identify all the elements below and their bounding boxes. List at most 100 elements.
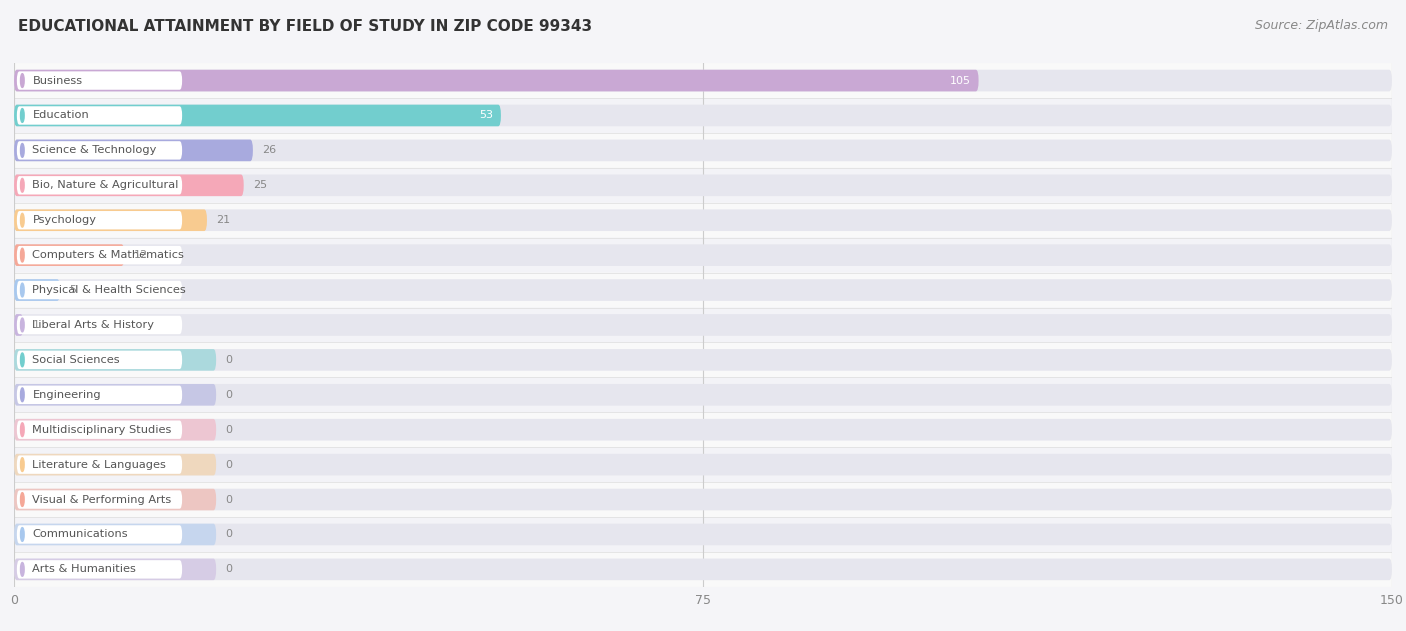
Circle shape xyxy=(21,493,24,507)
FancyBboxPatch shape xyxy=(17,560,183,579)
FancyBboxPatch shape xyxy=(14,454,217,475)
FancyBboxPatch shape xyxy=(14,314,24,336)
FancyBboxPatch shape xyxy=(14,558,1392,580)
Text: 1: 1 xyxy=(32,320,39,330)
FancyBboxPatch shape xyxy=(14,524,217,545)
FancyBboxPatch shape xyxy=(14,244,1392,266)
Circle shape xyxy=(21,528,24,541)
FancyBboxPatch shape xyxy=(14,314,1392,336)
FancyBboxPatch shape xyxy=(17,246,183,264)
FancyBboxPatch shape xyxy=(14,384,217,406)
FancyBboxPatch shape xyxy=(14,244,124,266)
Circle shape xyxy=(21,248,24,262)
FancyBboxPatch shape xyxy=(14,70,1392,91)
FancyBboxPatch shape xyxy=(14,168,1392,203)
FancyBboxPatch shape xyxy=(14,175,1392,196)
FancyBboxPatch shape xyxy=(14,273,1392,307)
FancyBboxPatch shape xyxy=(14,524,1392,545)
FancyBboxPatch shape xyxy=(17,106,183,125)
Text: Visual & Performing Arts: Visual & Performing Arts xyxy=(32,495,172,505)
FancyBboxPatch shape xyxy=(17,141,183,160)
Circle shape xyxy=(21,353,24,367)
Text: Liberal Arts & History: Liberal Arts & History xyxy=(32,320,155,330)
FancyBboxPatch shape xyxy=(14,349,1392,370)
FancyBboxPatch shape xyxy=(17,525,183,544)
FancyBboxPatch shape xyxy=(14,558,217,580)
Text: 26: 26 xyxy=(262,145,276,155)
Text: Bio, Nature & Agricultural: Bio, Nature & Agricultural xyxy=(32,180,179,191)
FancyBboxPatch shape xyxy=(14,517,1392,552)
Circle shape xyxy=(21,213,24,227)
FancyBboxPatch shape xyxy=(14,482,1392,517)
Circle shape xyxy=(21,179,24,192)
FancyBboxPatch shape xyxy=(17,71,183,90)
Text: 12: 12 xyxy=(134,250,148,260)
Circle shape xyxy=(21,423,24,437)
FancyBboxPatch shape xyxy=(14,63,1392,98)
FancyBboxPatch shape xyxy=(14,552,1392,587)
Text: 0: 0 xyxy=(225,459,232,469)
FancyBboxPatch shape xyxy=(14,419,217,440)
FancyBboxPatch shape xyxy=(14,447,1392,482)
Text: Science & Technology: Science & Technology xyxy=(32,145,157,155)
FancyBboxPatch shape xyxy=(17,456,183,474)
FancyBboxPatch shape xyxy=(17,211,183,230)
Text: 21: 21 xyxy=(217,215,231,225)
Text: 0: 0 xyxy=(225,529,232,540)
FancyBboxPatch shape xyxy=(17,490,183,509)
Circle shape xyxy=(21,283,24,297)
FancyBboxPatch shape xyxy=(14,280,60,301)
FancyBboxPatch shape xyxy=(17,386,183,404)
FancyBboxPatch shape xyxy=(14,349,217,370)
FancyBboxPatch shape xyxy=(14,70,979,91)
Circle shape xyxy=(21,457,24,471)
Circle shape xyxy=(21,318,24,332)
FancyBboxPatch shape xyxy=(14,419,1392,440)
FancyBboxPatch shape xyxy=(14,377,1392,412)
Text: Computers & Mathematics: Computers & Mathematics xyxy=(32,250,184,260)
FancyBboxPatch shape xyxy=(14,175,243,196)
Text: Source: ZipAtlas.com: Source: ZipAtlas.com xyxy=(1254,19,1388,32)
Text: Communications: Communications xyxy=(32,529,128,540)
Text: 0: 0 xyxy=(225,495,232,505)
FancyBboxPatch shape xyxy=(14,139,1392,161)
FancyBboxPatch shape xyxy=(14,98,1392,133)
Text: EDUCATIONAL ATTAINMENT BY FIELD OF STUDY IN ZIP CODE 99343: EDUCATIONAL ATTAINMENT BY FIELD OF STUDY… xyxy=(18,19,592,34)
Text: Education: Education xyxy=(32,110,89,121)
Circle shape xyxy=(21,143,24,157)
Text: 53: 53 xyxy=(479,110,494,121)
FancyBboxPatch shape xyxy=(14,209,207,231)
Text: 0: 0 xyxy=(225,355,232,365)
Circle shape xyxy=(21,388,24,402)
FancyBboxPatch shape xyxy=(14,489,217,510)
FancyBboxPatch shape xyxy=(14,384,1392,406)
FancyBboxPatch shape xyxy=(14,105,1392,126)
FancyBboxPatch shape xyxy=(14,454,1392,475)
Circle shape xyxy=(21,109,24,122)
Text: 25: 25 xyxy=(253,180,267,191)
FancyBboxPatch shape xyxy=(14,139,253,161)
FancyBboxPatch shape xyxy=(17,316,183,334)
FancyBboxPatch shape xyxy=(17,420,183,439)
Text: 0: 0 xyxy=(225,564,232,574)
FancyBboxPatch shape xyxy=(14,307,1392,343)
Text: Arts & Humanities: Arts & Humanities xyxy=(32,564,136,574)
FancyBboxPatch shape xyxy=(14,280,1392,301)
FancyBboxPatch shape xyxy=(14,105,501,126)
Text: 105: 105 xyxy=(950,76,972,86)
FancyBboxPatch shape xyxy=(17,351,183,369)
Text: Engineering: Engineering xyxy=(32,390,101,400)
FancyBboxPatch shape xyxy=(14,203,1392,238)
Text: 0: 0 xyxy=(225,390,232,400)
Text: Psychology: Psychology xyxy=(32,215,97,225)
FancyBboxPatch shape xyxy=(14,489,1392,510)
Text: 5: 5 xyxy=(69,285,76,295)
FancyBboxPatch shape xyxy=(17,281,183,299)
Text: Business: Business xyxy=(32,76,83,86)
FancyBboxPatch shape xyxy=(14,209,1392,231)
FancyBboxPatch shape xyxy=(14,412,1392,447)
Text: Multidisciplinary Studies: Multidisciplinary Studies xyxy=(32,425,172,435)
Text: Literature & Languages: Literature & Languages xyxy=(32,459,166,469)
FancyBboxPatch shape xyxy=(17,176,183,194)
FancyBboxPatch shape xyxy=(14,238,1392,273)
